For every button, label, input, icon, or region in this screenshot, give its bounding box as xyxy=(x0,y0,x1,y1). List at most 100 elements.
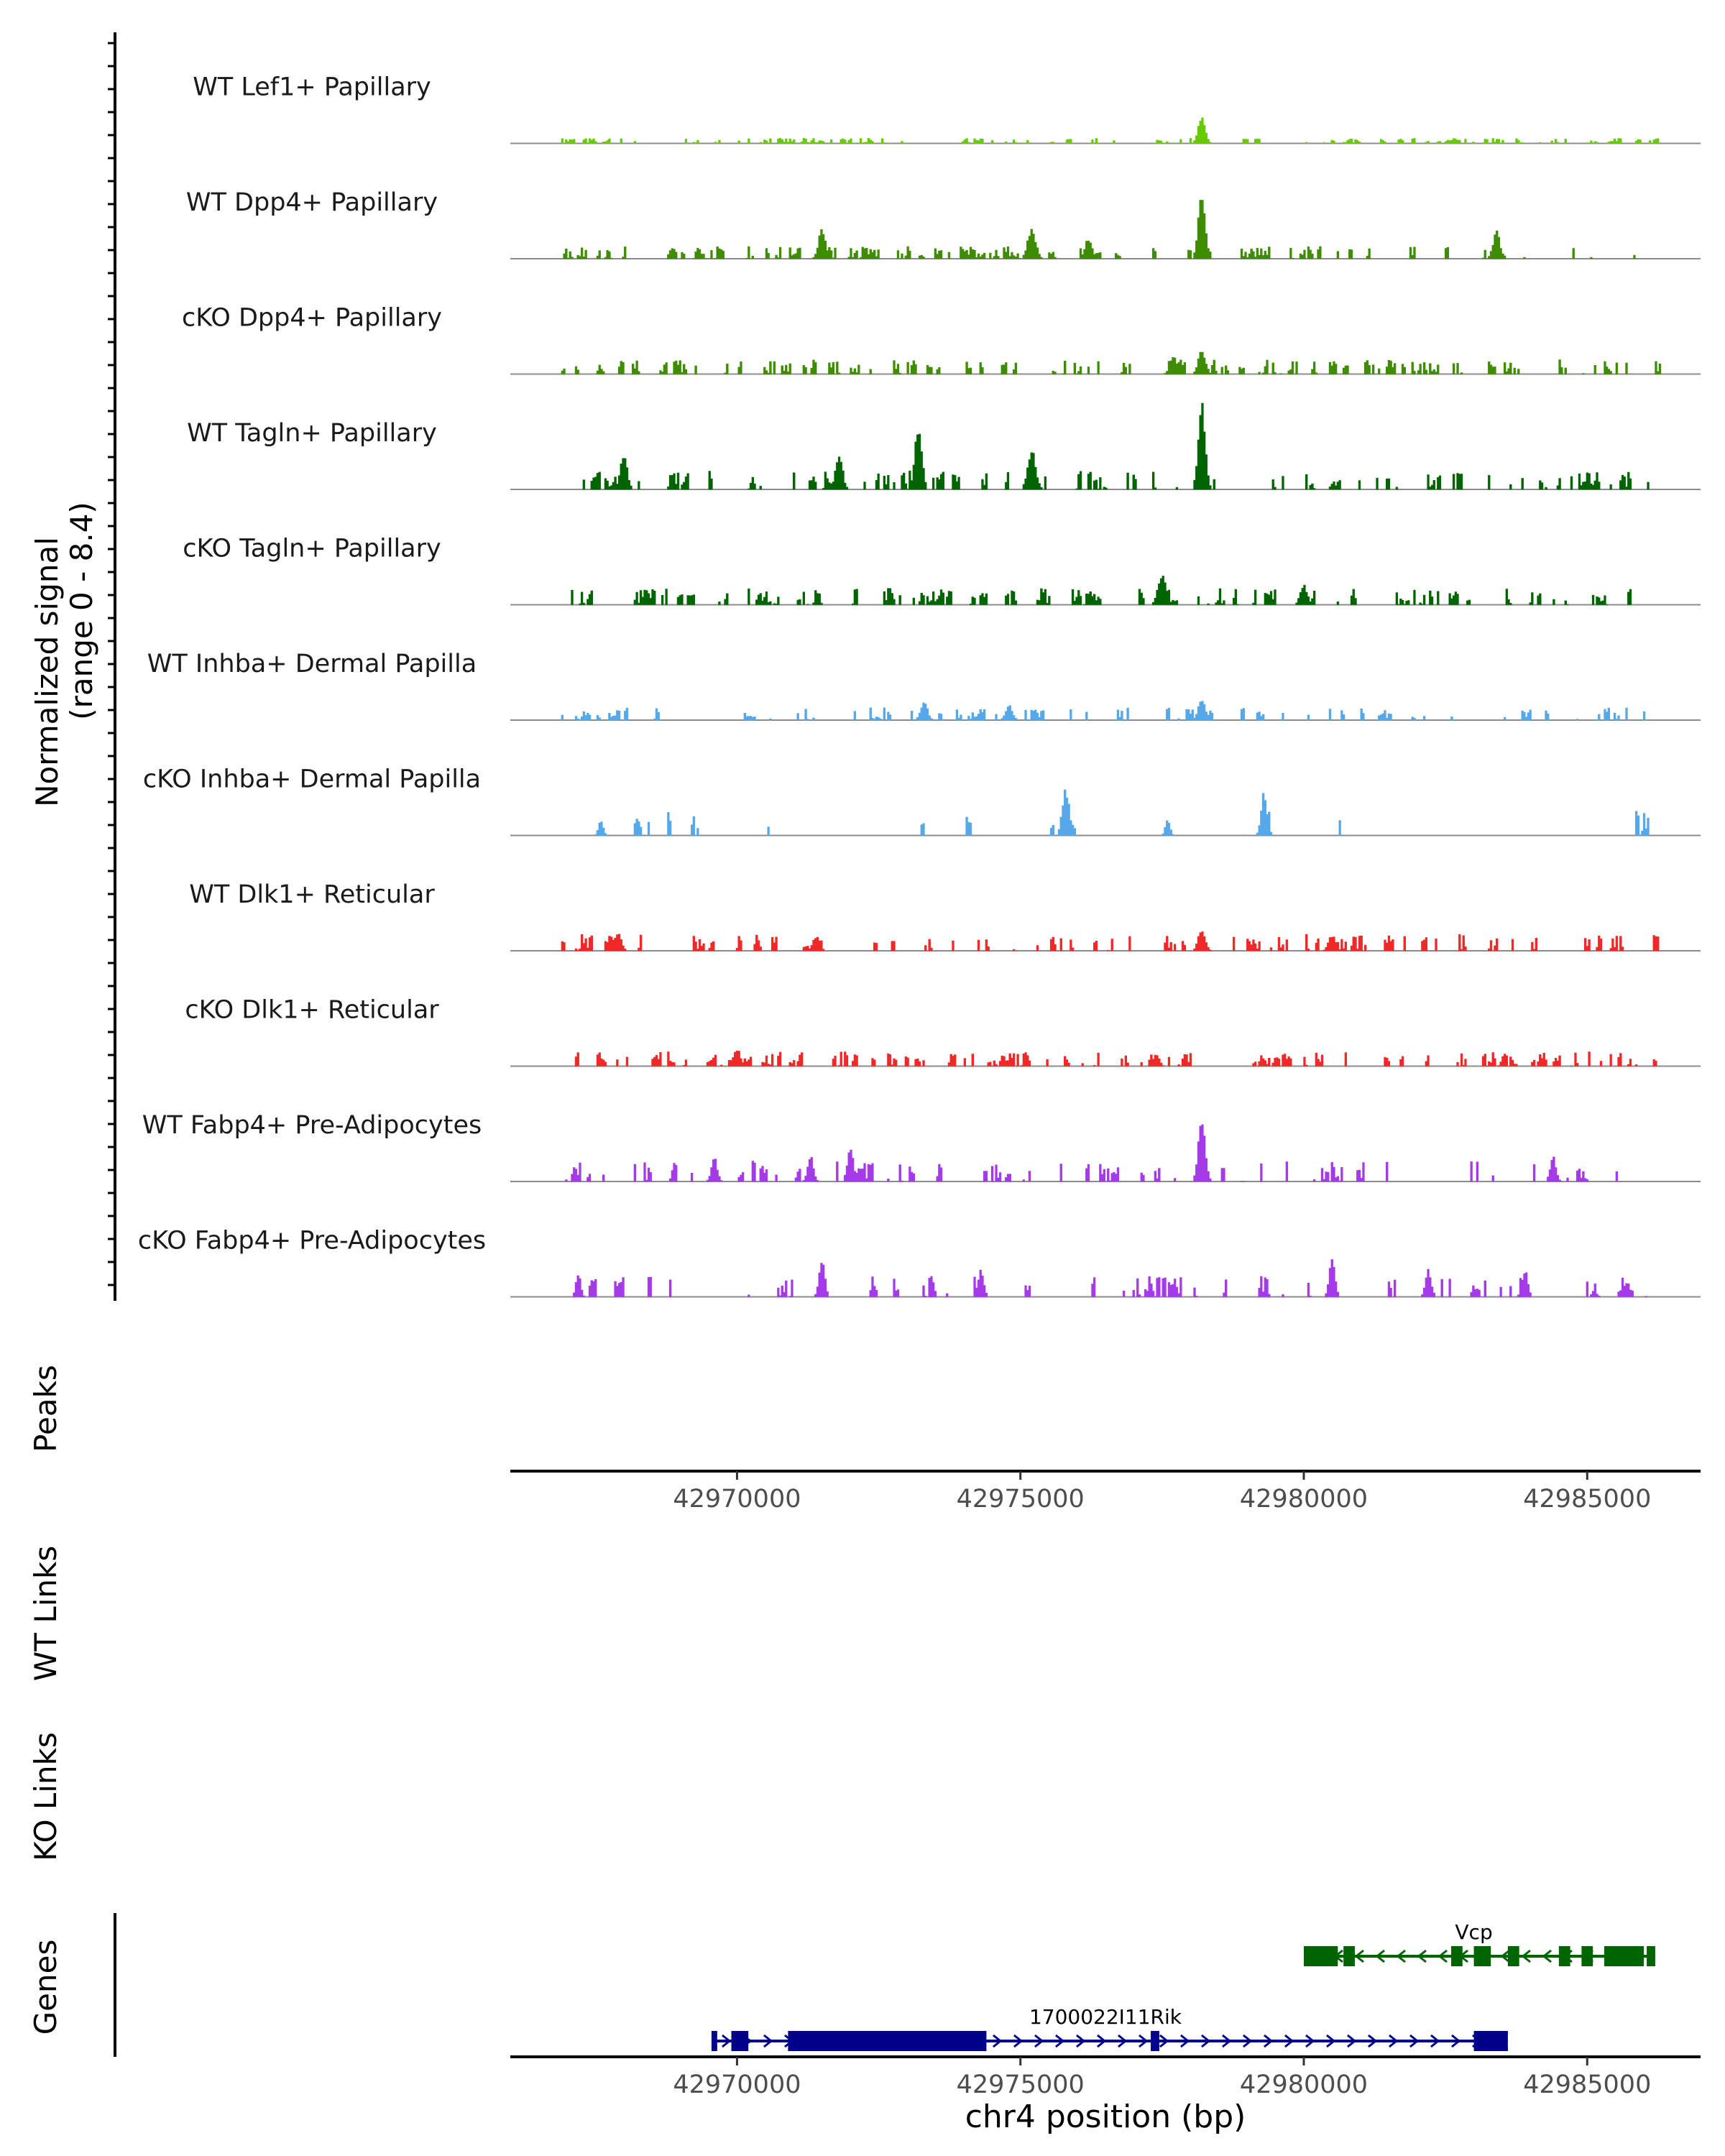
strand-arrow xyxy=(1013,2034,1024,2048)
strand-arrow xyxy=(1097,2034,1107,2048)
x-tick-label: 42980000 xyxy=(1240,1485,1368,1514)
gene-exon xyxy=(1558,1946,1570,1966)
strand-arrow xyxy=(1368,2034,1378,2048)
track-label: cKO Inhba+ Dermal Papilla xyxy=(143,765,481,794)
x-tick-label: 42980000 xyxy=(1240,2070,1368,2099)
signal-y-axis xyxy=(108,32,116,1301)
coverage-area xyxy=(571,576,1632,605)
track-11: cKO Fabp4+ Pre-Adipocytes xyxy=(138,1227,1701,1298)
genes-panel-title: Genes xyxy=(28,1940,63,2035)
coverage-area xyxy=(565,1124,1618,1182)
strand-arrow xyxy=(1118,2034,1128,2048)
coverage-area xyxy=(561,701,1647,721)
strand-arrow xyxy=(1264,2034,1274,2048)
track-2: WT Dpp4+ Papillary xyxy=(186,188,1701,259)
strand-arrow xyxy=(1159,2034,1169,2048)
strand-arrow xyxy=(1305,2034,1315,2048)
coverage-area xyxy=(582,402,1650,490)
strand-arrow xyxy=(1396,1949,1406,1963)
strand-arrow xyxy=(1326,2034,1336,2048)
strand-arrow xyxy=(993,2034,1003,2048)
track-5: cKO Tagln+ Papillary xyxy=(183,535,1701,606)
gene-exon xyxy=(1581,1946,1593,1966)
track-1: WT Lef1+ Papillary xyxy=(193,73,1701,144)
track-label: WT Lef1+ Papillary xyxy=(193,73,431,102)
gene-label: 1700022I11Rik xyxy=(1029,2005,1182,2029)
coverage-area xyxy=(561,931,1660,952)
strand-arrow xyxy=(1243,2034,1253,2048)
track-label: WT Tagln+ Papillary xyxy=(187,419,437,448)
x-tick-label: 42970000 xyxy=(673,1485,801,1514)
strand-arrow xyxy=(1201,2034,1211,2048)
track-label: cKO Dpp4+ Papillary xyxy=(182,304,442,333)
strand-arrow xyxy=(1542,1949,1552,1963)
strand-arrow xyxy=(1055,2034,1065,2048)
x-tick-label: 42970000 xyxy=(673,2070,801,2099)
strand-arrow xyxy=(1417,1949,1427,1963)
gene-exon xyxy=(1647,1946,1655,1966)
gene-exon xyxy=(711,2031,717,2051)
track-6: WT Inhba+ Dermal Papilla xyxy=(147,650,1701,721)
strand-arrow xyxy=(1284,2034,1294,2048)
x-tick-label: 42975000 xyxy=(957,2070,1085,2099)
track-3: cKO Dpp4+ Papillary xyxy=(182,304,1701,375)
gene-exon xyxy=(731,2031,749,2051)
gene-annotation-track: Vcp 1700022I11Rik xyxy=(711,1920,1655,2051)
track-label: WT Fabp4+ Pre-Adipocytes xyxy=(142,1111,482,1140)
y-axis-title-line2: (range 0 - 8.4) xyxy=(64,502,99,720)
gene-exon xyxy=(1473,1946,1491,1966)
coverage-area xyxy=(594,789,1650,836)
strand-arrow xyxy=(722,2034,732,2048)
gene-exon xyxy=(1151,2031,1159,2051)
coverage-area xyxy=(561,117,1660,144)
peaks-panel-title: Peaks xyxy=(28,1365,63,1452)
gene-exon xyxy=(788,2031,987,2051)
strand-arrow xyxy=(1222,2034,1232,2048)
gene-label: Vcp xyxy=(1455,1920,1492,1944)
gene-exon xyxy=(1304,1946,1338,1966)
track-label: cKO Fabp4+ Pre-Adipocytes xyxy=(138,1227,486,1256)
track-label: WT Dpp4+ Papillary xyxy=(186,188,438,217)
track-label: WT Inhba+ Dermal Papilla xyxy=(147,650,477,678)
gene-exon xyxy=(1604,1946,1644,1966)
gene-1700022I11Rik: 1700022I11Rik xyxy=(711,2005,1508,2051)
gene-exon xyxy=(1343,1946,1355,1966)
coverage-tracks: WT Lef1+ Papillary WT Dpp4+ Papillary cKO … xyxy=(138,73,1701,1298)
track-label: cKO Tagln+ Papillary xyxy=(183,535,441,563)
strand-arrow xyxy=(1409,2034,1420,2048)
strand-arrow xyxy=(1451,2034,1461,2048)
ko-links-panel-title: KO Links xyxy=(28,1732,63,1861)
genes-x-ticks: 42970000 42975000 42980000 42985000 xyxy=(673,2057,1651,2099)
peaks-x-ticks: 42970000 42975000 42980000 42985000 xyxy=(673,1471,1651,1514)
track-7: cKO Inhba+ Dermal Papilla xyxy=(143,765,1701,837)
track-label: cKO Dlk1+ Reticular xyxy=(185,996,439,1025)
strand-arrow xyxy=(1354,1949,1364,1963)
strand-arrow xyxy=(1430,2034,1440,2048)
track-4: WT Tagln+ Papillary xyxy=(187,402,1701,490)
track-9: cKO Dlk1+ Reticular xyxy=(185,996,1701,1067)
x-tick-label: 42985000 xyxy=(1523,2070,1651,2099)
strand-arrow xyxy=(1138,2034,1149,2048)
x-tick-label: 42985000 xyxy=(1523,1485,1651,1514)
coverage-area xyxy=(563,200,1636,259)
x-axis-title: chr4 position (bp) xyxy=(965,2099,1246,2135)
x-tick-label: 42975000 xyxy=(957,1485,1085,1514)
strand-arrow xyxy=(1500,1949,1510,1963)
track-10: WT Fabp4+ Pre-Adipocytes xyxy=(142,1111,1701,1182)
strand-arrow xyxy=(1521,1949,1531,1963)
coverage-area xyxy=(573,1259,1647,1297)
track-8: WT Dlk1+ Reticular xyxy=(189,880,1701,952)
strand-arrow xyxy=(1438,1949,1448,1963)
gene-exon xyxy=(1507,1946,1519,1966)
strand-arrow xyxy=(1375,1949,1385,1963)
gene-Vcp: Vcp xyxy=(1304,1920,1655,1966)
coverage-area xyxy=(574,1051,1657,1067)
strand-arrow xyxy=(1180,2034,1190,2048)
strand-arrow xyxy=(763,2034,773,2048)
track-label: WT Dlk1+ Reticular xyxy=(189,880,435,909)
strand-arrow xyxy=(1034,2034,1044,2048)
coverage-area xyxy=(561,351,1662,374)
strand-arrow xyxy=(1347,2034,1357,2048)
strand-arrow xyxy=(1076,2034,1086,2048)
